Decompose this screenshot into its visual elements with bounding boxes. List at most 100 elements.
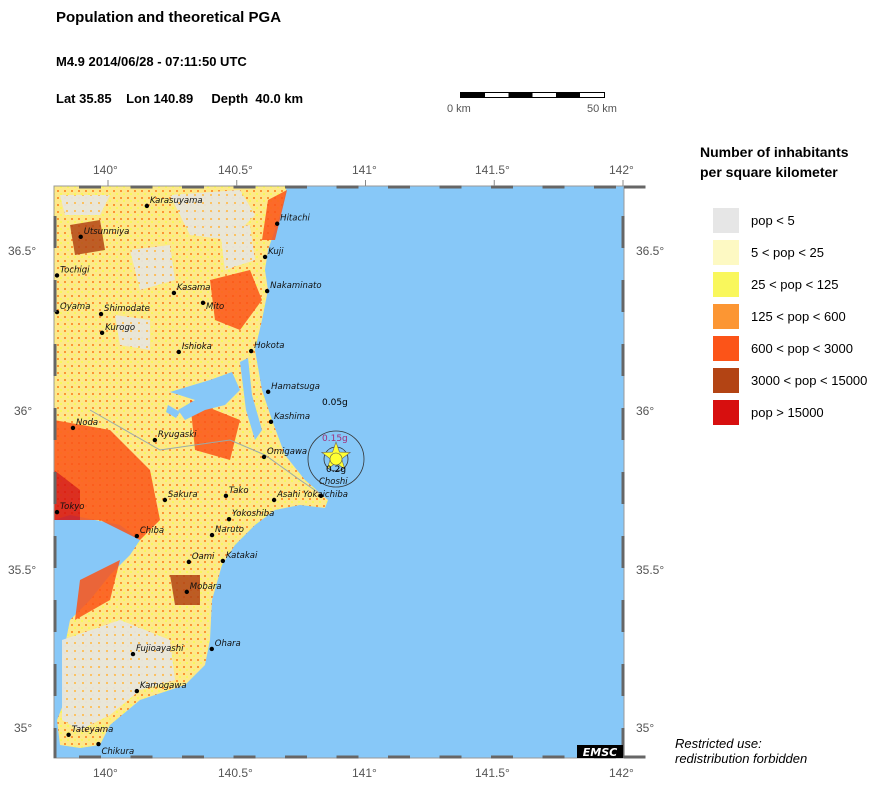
lon-tick-top: 140°	[93, 163, 118, 177]
lat-tick-right: 35.5°	[636, 563, 665, 577]
city-marker: Hamatsuga	[265, 382, 320, 395]
city-marker: Tako	[223, 486, 249, 499]
city-label: Tako	[229, 486, 249, 496]
legend-item: 600 < pop < 3000	[713, 336, 853, 361]
city-label: Ryugaski	[158, 430, 197, 440]
city-marker: Ryugaski	[152, 430, 197, 443]
legend-title-line1: Number of inhabitants	[700, 144, 849, 160]
legend-label: 25 < pop < 125	[751, 277, 839, 292]
emsc-logo-text: EMSC	[583, 746, 617, 759]
city-marker: Kasama	[171, 283, 211, 296]
legend-swatch	[713, 336, 739, 361]
city-label: Hamatsuga	[271, 382, 320, 392]
city-marker: Yokoshiba	[226, 509, 274, 522]
lat-tick-right: 36.5°	[636, 244, 665, 258]
city-label: Kuji	[268, 247, 284, 257]
city-label: Utsunmiya	[84, 227, 130, 237]
city-dot	[223, 493, 229, 499]
lon-tick-top: 142°	[609, 163, 634, 177]
city-label: Kashima	[274, 412, 310, 422]
city-label: Mobara	[190, 582, 222, 592]
city-marker: Fujioayashi	[130, 644, 184, 657]
city-marker: Kuji	[262, 247, 284, 260]
legend-swatch	[713, 304, 739, 329]
legend-item: 3000 < pop < 15000	[713, 368, 867, 393]
city-dot	[200, 300, 206, 306]
city-label: Hitachi	[280, 214, 310, 224]
city-marker: Ishioka	[176, 342, 212, 355]
city-dot	[209, 646, 214, 652]
city-dot	[96, 741, 101, 747]
city-dot	[176, 349, 182, 355]
city-marker: Tochigi	[54, 265, 90, 278]
legend-item: pop < 5	[713, 208, 795, 233]
city-dot	[184, 589, 189, 595]
lon-tick-top: 141°	[352, 163, 377, 177]
city-marker: Asahi Yokaichiba	[271, 490, 348, 503]
city-dot	[262, 254, 268, 260]
pga-contours: 0.05g 0.15g 0.2g	[307, 398, 365, 488]
legend-title-line2: per square kilometer	[700, 164, 838, 180]
lakes	[166, 358, 262, 440]
pga-label-0.2g: 0.2g	[326, 465, 346, 475]
city-label: Kamogawa	[140, 681, 187, 691]
lat-tick-right: 36°	[636, 404, 655, 418]
legend-label: 125 < pop < 600	[751, 309, 846, 324]
sparse-population-areas	[60, 190, 255, 730]
lon-tick-bottom: 140°	[93, 766, 118, 780]
city-dot	[54, 273, 60, 278]
legend-item: 25 < pop < 125	[713, 272, 838, 297]
city-label: Omigawa	[267, 447, 307, 457]
city-dot	[70, 425, 76, 431]
lon-tick-top: 141.5°	[475, 163, 510, 177]
lon-tick-top: 140.5°	[218, 163, 253, 177]
lon-tick-bottom: 141.5°	[475, 766, 510, 780]
city-label: Ishioka	[182, 342, 212, 352]
city-label: Yokoshiba	[232, 509, 274, 519]
lat-tick-left: 36°	[14, 404, 33, 418]
city-marker: Kamogawa	[134, 681, 187, 694]
city-dot	[209, 532, 215, 538]
city-marker: Naruto	[209, 525, 244, 538]
city-dot	[220, 558, 226, 564]
city-dot	[144, 203, 150, 209]
legend-label: pop > 15000	[751, 405, 824, 420]
usage-notice-line2: redistribution forbidden	[675, 751, 808, 766]
scale-bar	[460, 92, 605, 98]
city-label: Kasama	[177, 283, 211, 293]
city-marker: Choshi	[318, 477, 348, 499]
legend-item: pop > 15000	[713, 400, 824, 425]
pga-contour-0.15g	[307, 430, 365, 488]
city-dot	[265, 389, 271, 395]
city-dot	[99, 330, 105, 336]
usage-notice-line1: Restricted use:	[675, 736, 762, 751]
city-label: Shimodate	[104, 304, 150, 314]
city-dot	[54, 509, 60, 515]
city-dot	[268, 419, 274, 425]
city-marker: Nakaminato	[264, 281, 322, 294]
city-marker: Tokyo	[54, 502, 85, 515]
usage-notice: Restricted use: redistribution forbidden	[675, 736, 807, 766]
legend-swatch	[713, 272, 739, 297]
city-marker: Hitachi	[274, 214, 311, 226]
lat-tick-left: 36.5°	[8, 244, 37, 258]
lat-tick-left: 35°	[14, 721, 33, 735]
city-label: Karasuyama	[150, 196, 203, 206]
city-marker: Mobara	[184, 582, 222, 595]
city-dot	[134, 688, 140, 694]
city-label: Naruto	[215, 525, 244, 535]
lat-tick-right: 35°	[636, 721, 655, 735]
city-dot	[134, 533, 140, 539]
city-dot	[130, 651, 136, 657]
city-dot	[66, 732, 71, 737]
legend-item: 125 < pop < 600	[713, 304, 846, 329]
legend-label: 3000 < pop < 15000	[751, 373, 868, 388]
lon-tick-bottom: 142°	[609, 766, 634, 780]
legend-swatch	[713, 368, 739, 393]
legend-label: 600 < pop < 3000	[751, 341, 853, 356]
scale-end-label: 50 km	[587, 103, 617, 115]
tone-river	[89, 409, 323, 496]
city-marker: Katakai	[220, 551, 258, 564]
